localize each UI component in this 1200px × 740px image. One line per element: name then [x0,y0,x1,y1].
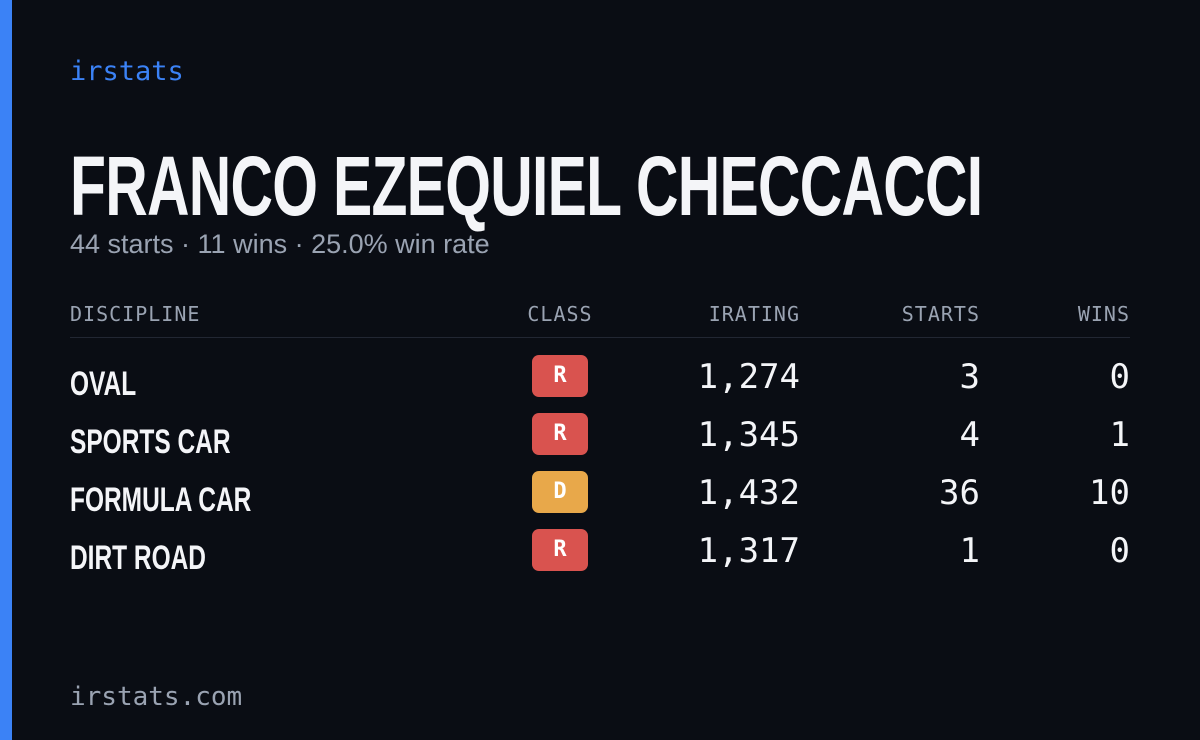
irating: 1,274 [697,357,800,397]
discipline: SPORTS CAR [70,423,231,461]
class-badge: R [532,355,588,397]
wins: 10 [1089,473,1130,513]
wins: 0 [1109,357,1130,397]
column-header: IRATING [708,302,800,326]
column-header: STARTS [901,302,980,326]
irating: 1,345 [697,415,800,455]
class-badge: R [532,413,588,455]
wins: 0 [1109,531,1130,571]
brand: irstats [70,56,184,87]
header-rule [70,337,1130,338]
column-header: CLASS [527,302,593,326]
column-header: DISCIPLINE [70,302,201,326]
column-header: WINS [1077,302,1130,326]
class-badge: R [532,529,588,571]
starts: 36 [939,473,980,513]
subtitle: 44 starts · 11 wins · 25.0% win rate [70,229,490,259]
footer: irstats.com [70,682,243,712]
discipline: OVAL [70,365,137,403]
discipline: DIRT ROAD [70,539,207,577]
starts: 4 [959,415,980,455]
class-badge: D [532,471,588,513]
starts: 3 [959,357,980,397]
accent-bar [0,0,12,740]
wins: 1 [1109,415,1130,455]
title: FRANCO EZEQUIEL CHECCACCI [70,139,983,233]
starts: 1 [959,531,980,571]
irating: 1,432 [697,473,800,513]
discipline: FORMULA CAR [70,481,252,519]
irating: 1,317 [697,531,800,571]
